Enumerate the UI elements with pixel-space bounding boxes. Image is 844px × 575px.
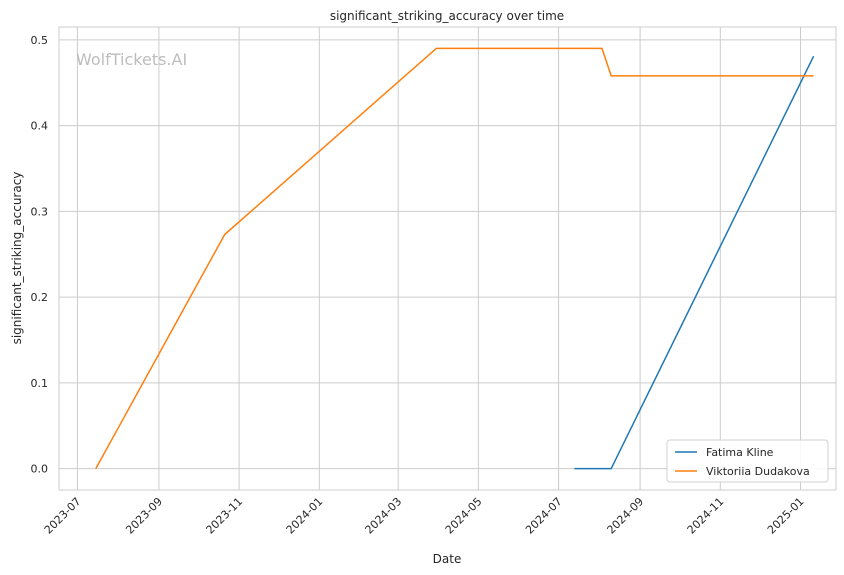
y-tick-label: 0.3: [31, 205, 49, 218]
legend-label: Fatima Kline: [706, 446, 774, 459]
y-tick-label: 0.1: [31, 377, 49, 390]
chart-title: significant_striking_accuracy over time: [330, 9, 564, 23]
y-tick-label: 0.5: [31, 34, 49, 47]
y-tick-label: 0.2: [31, 291, 49, 304]
y-axis-title: significant_striking_accuracy: [10, 172, 24, 345]
series-line-1: [95, 47, 814, 469]
series-lines: [95, 47, 815, 470]
watermark-text: WolfTickets.AI: [76, 50, 187, 69]
plot-frame: [58, 26, 837, 491]
y-tick-label: 0.4: [31, 120, 49, 133]
series-line-0: [574, 55, 815, 470]
legend-label: Viktoriia Dudakova: [706, 465, 810, 478]
y-tick-label: 0.0: [31, 463, 49, 476]
plot-area: WolfTickets.AI: [58, 26, 837, 491]
x-gridlines: [76, 27, 802, 490]
legend-box: [666, 439, 829, 483]
x-axis-title: Date: [433, 552, 462, 566]
y-tick-labels: 0.0 0.1 0.2 0.3 0.4 0.5: [31, 34, 49, 476]
legend: Fatima Kline Viktoriia Dudakova: [666, 439, 829, 483]
